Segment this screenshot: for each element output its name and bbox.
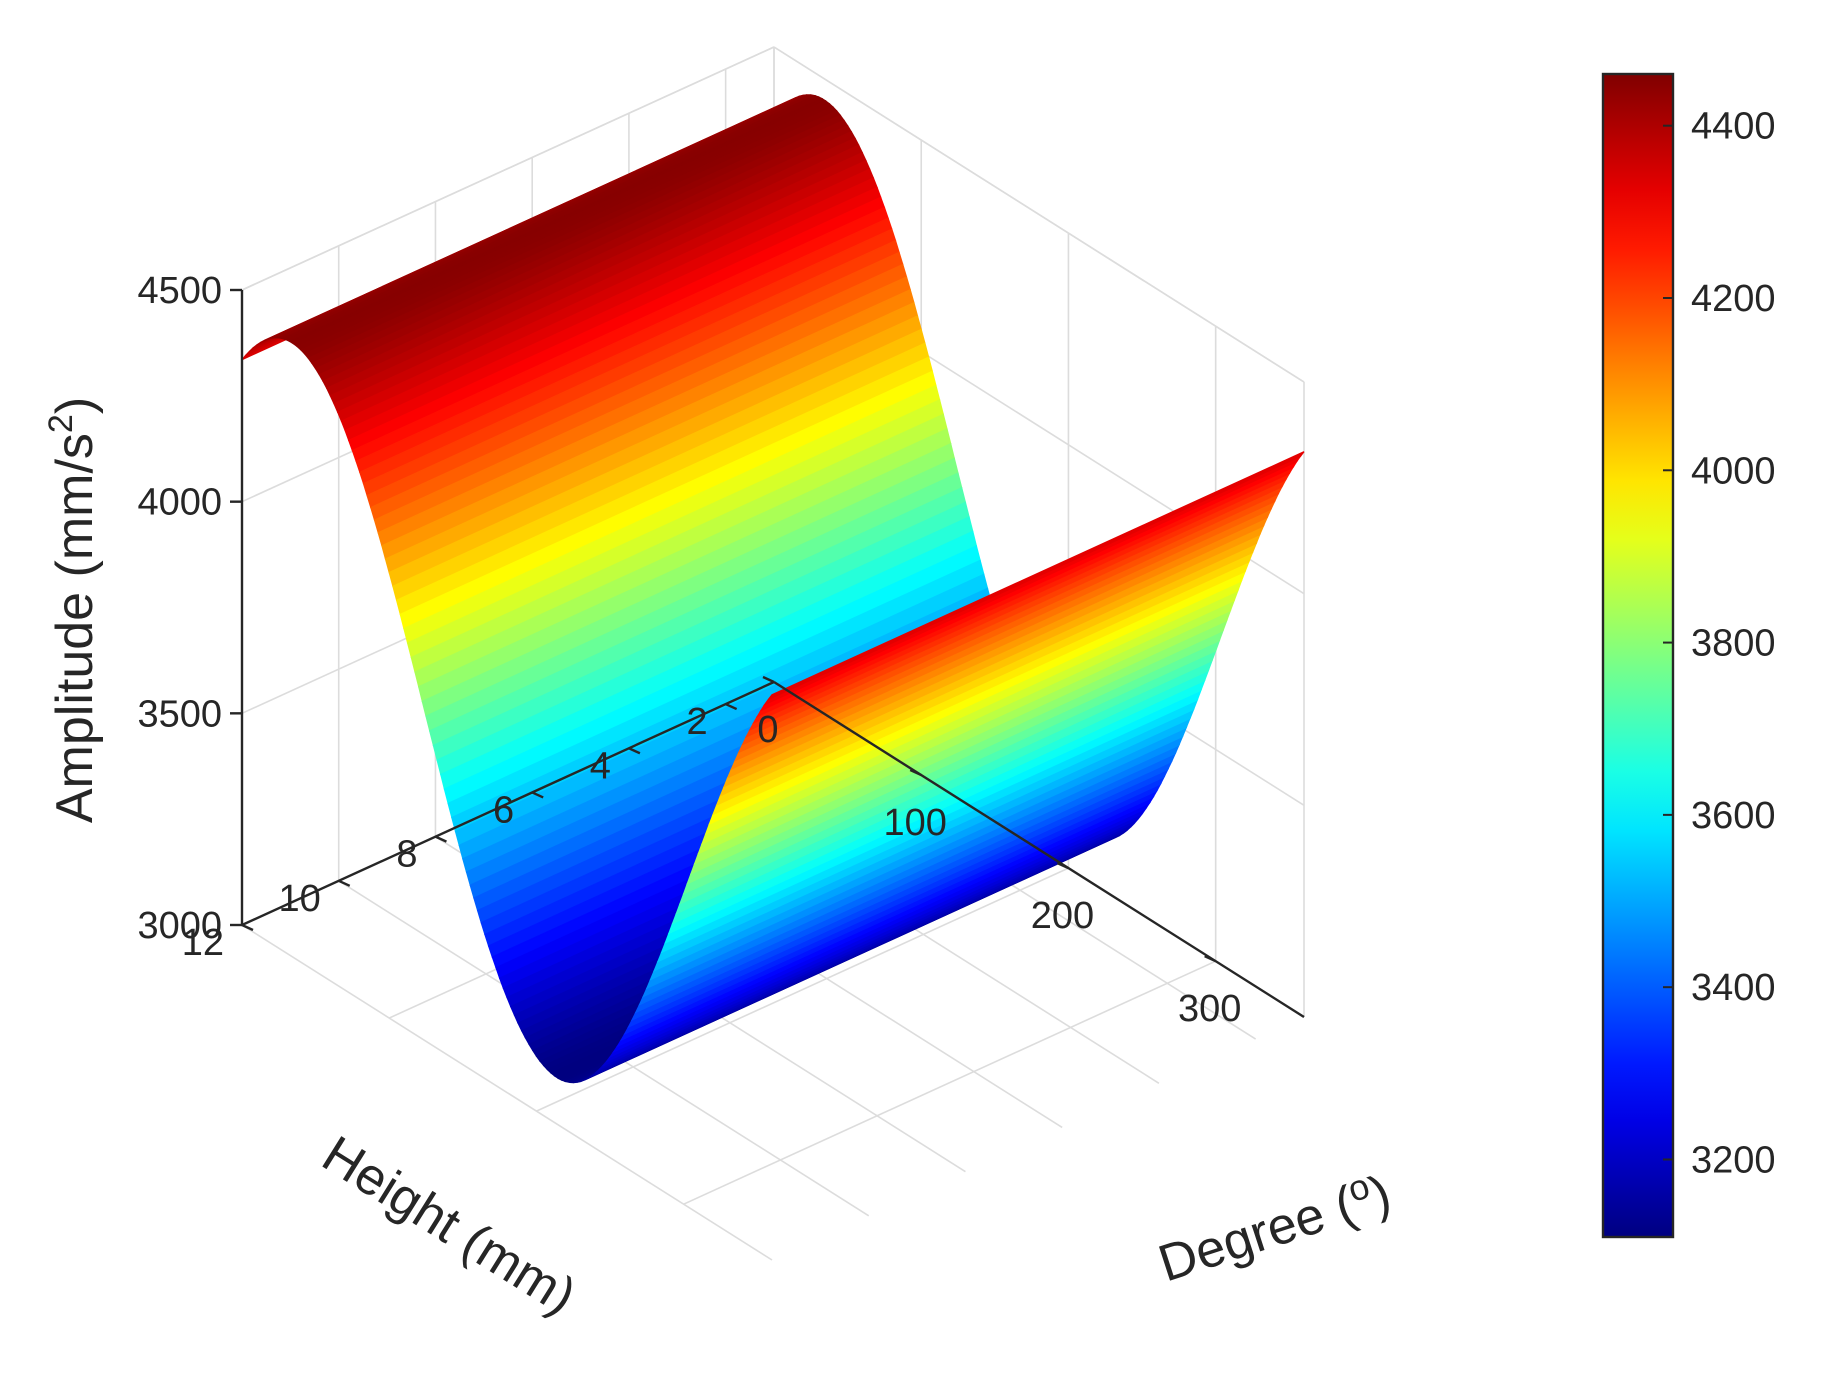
x-tick-mark — [909, 768, 922, 777]
z-axis-title-text: Amplitude (mm/s — [46, 433, 104, 823]
x-tick-mark — [1204, 955, 1217, 963]
grid-line-floor-x — [683, 960, 1216, 1205]
y-axis-title: Height (mm) — [312, 1125, 585, 1326]
z-tick-label: 4500 — [137, 270, 222, 312]
z-tick-label: 3500 — [137, 693, 222, 735]
colorbar-tick-label: 3400 — [1691, 967, 1776, 1009]
x-tick-label: 0 — [757, 709, 778, 751]
z-axis-title-superscript: 2 — [42, 414, 80, 433]
colorbar-tick-label: 3800 — [1691, 623, 1776, 665]
grid-box-edge — [241, 46, 775, 291]
x-tick-label: 200 — [1031, 895, 1094, 937]
x-tick-label: 300 — [1178, 988, 1241, 1030]
colorbar-tick-label: 4000 — [1691, 450, 1776, 492]
y-tick-mark — [241, 923, 254, 932]
y-axis-line — [241, 680, 775, 927]
colorbar-tick-label: 4200 — [1691, 278, 1776, 320]
y-tick-label: 6 — [493, 789, 514, 831]
surface-strip — [767, 451, 1305, 701]
surface-layer — [241, 94, 1305, 1084]
grid-box-edge — [773, 46, 1305, 383]
grid-line-floor-y — [241, 924, 773, 1261]
x-axis-title-text: Degree ( — [1152, 1176, 1363, 1294]
y-tick-label: 12 — [182, 922, 224, 964]
y-tick-mark — [434, 835, 447, 843]
colorbar-tick-label: 3200 — [1691, 1139, 1776, 1181]
y-tick-mark — [338, 879, 351, 887]
x-tick-mark — [762, 675, 775, 684]
colorbar: 3200 3400 3600 3800 4000 4200 4400 — [1601, 72, 1776, 1239]
colorbar-bar — [1601, 72, 1675, 1239]
y-tick-mark — [531, 791, 544, 799]
y-tick-label: 10 — [278, 878, 320, 920]
y-tick-label: 4 — [590, 745, 611, 787]
x-axis-title: Degree (o) — [1150, 1159, 1397, 1293]
colorbar-tick-label: 4400 — [1691, 106, 1776, 148]
colorbar-tick-label: 3600 — [1691, 795, 1776, 837]
x-tick-mark — [1056, 862, 1069, 870]
y-tick-label: 2 — [686, 701, 707, 743]
x-tick-label: 100 — [884, 802, 947, 844]
z-axis-title-close: ) — [46, 397, 104, 414]
z-tick-label: 3000 — [137, 905, 222, 947]
y-tick-label: 8 — [396, 834, 417, 876]
y-tick-mark — [725, 702, 738, 711]
z-axis-title: Amplitude (mm/s2) — [42, 397, 104, 823]
z-tick-label: 4000 — [137, 482, 222, 524]
ticks-layer: 3000 3500 4000 4500 2 4 6 8 10 12 0 100 200 300 — [137, 270, 1241, 1030]
grid-line-floor-x — [536, 867, 1069, 1112]
y-tick-mark — [628, 747, 641, 755]
